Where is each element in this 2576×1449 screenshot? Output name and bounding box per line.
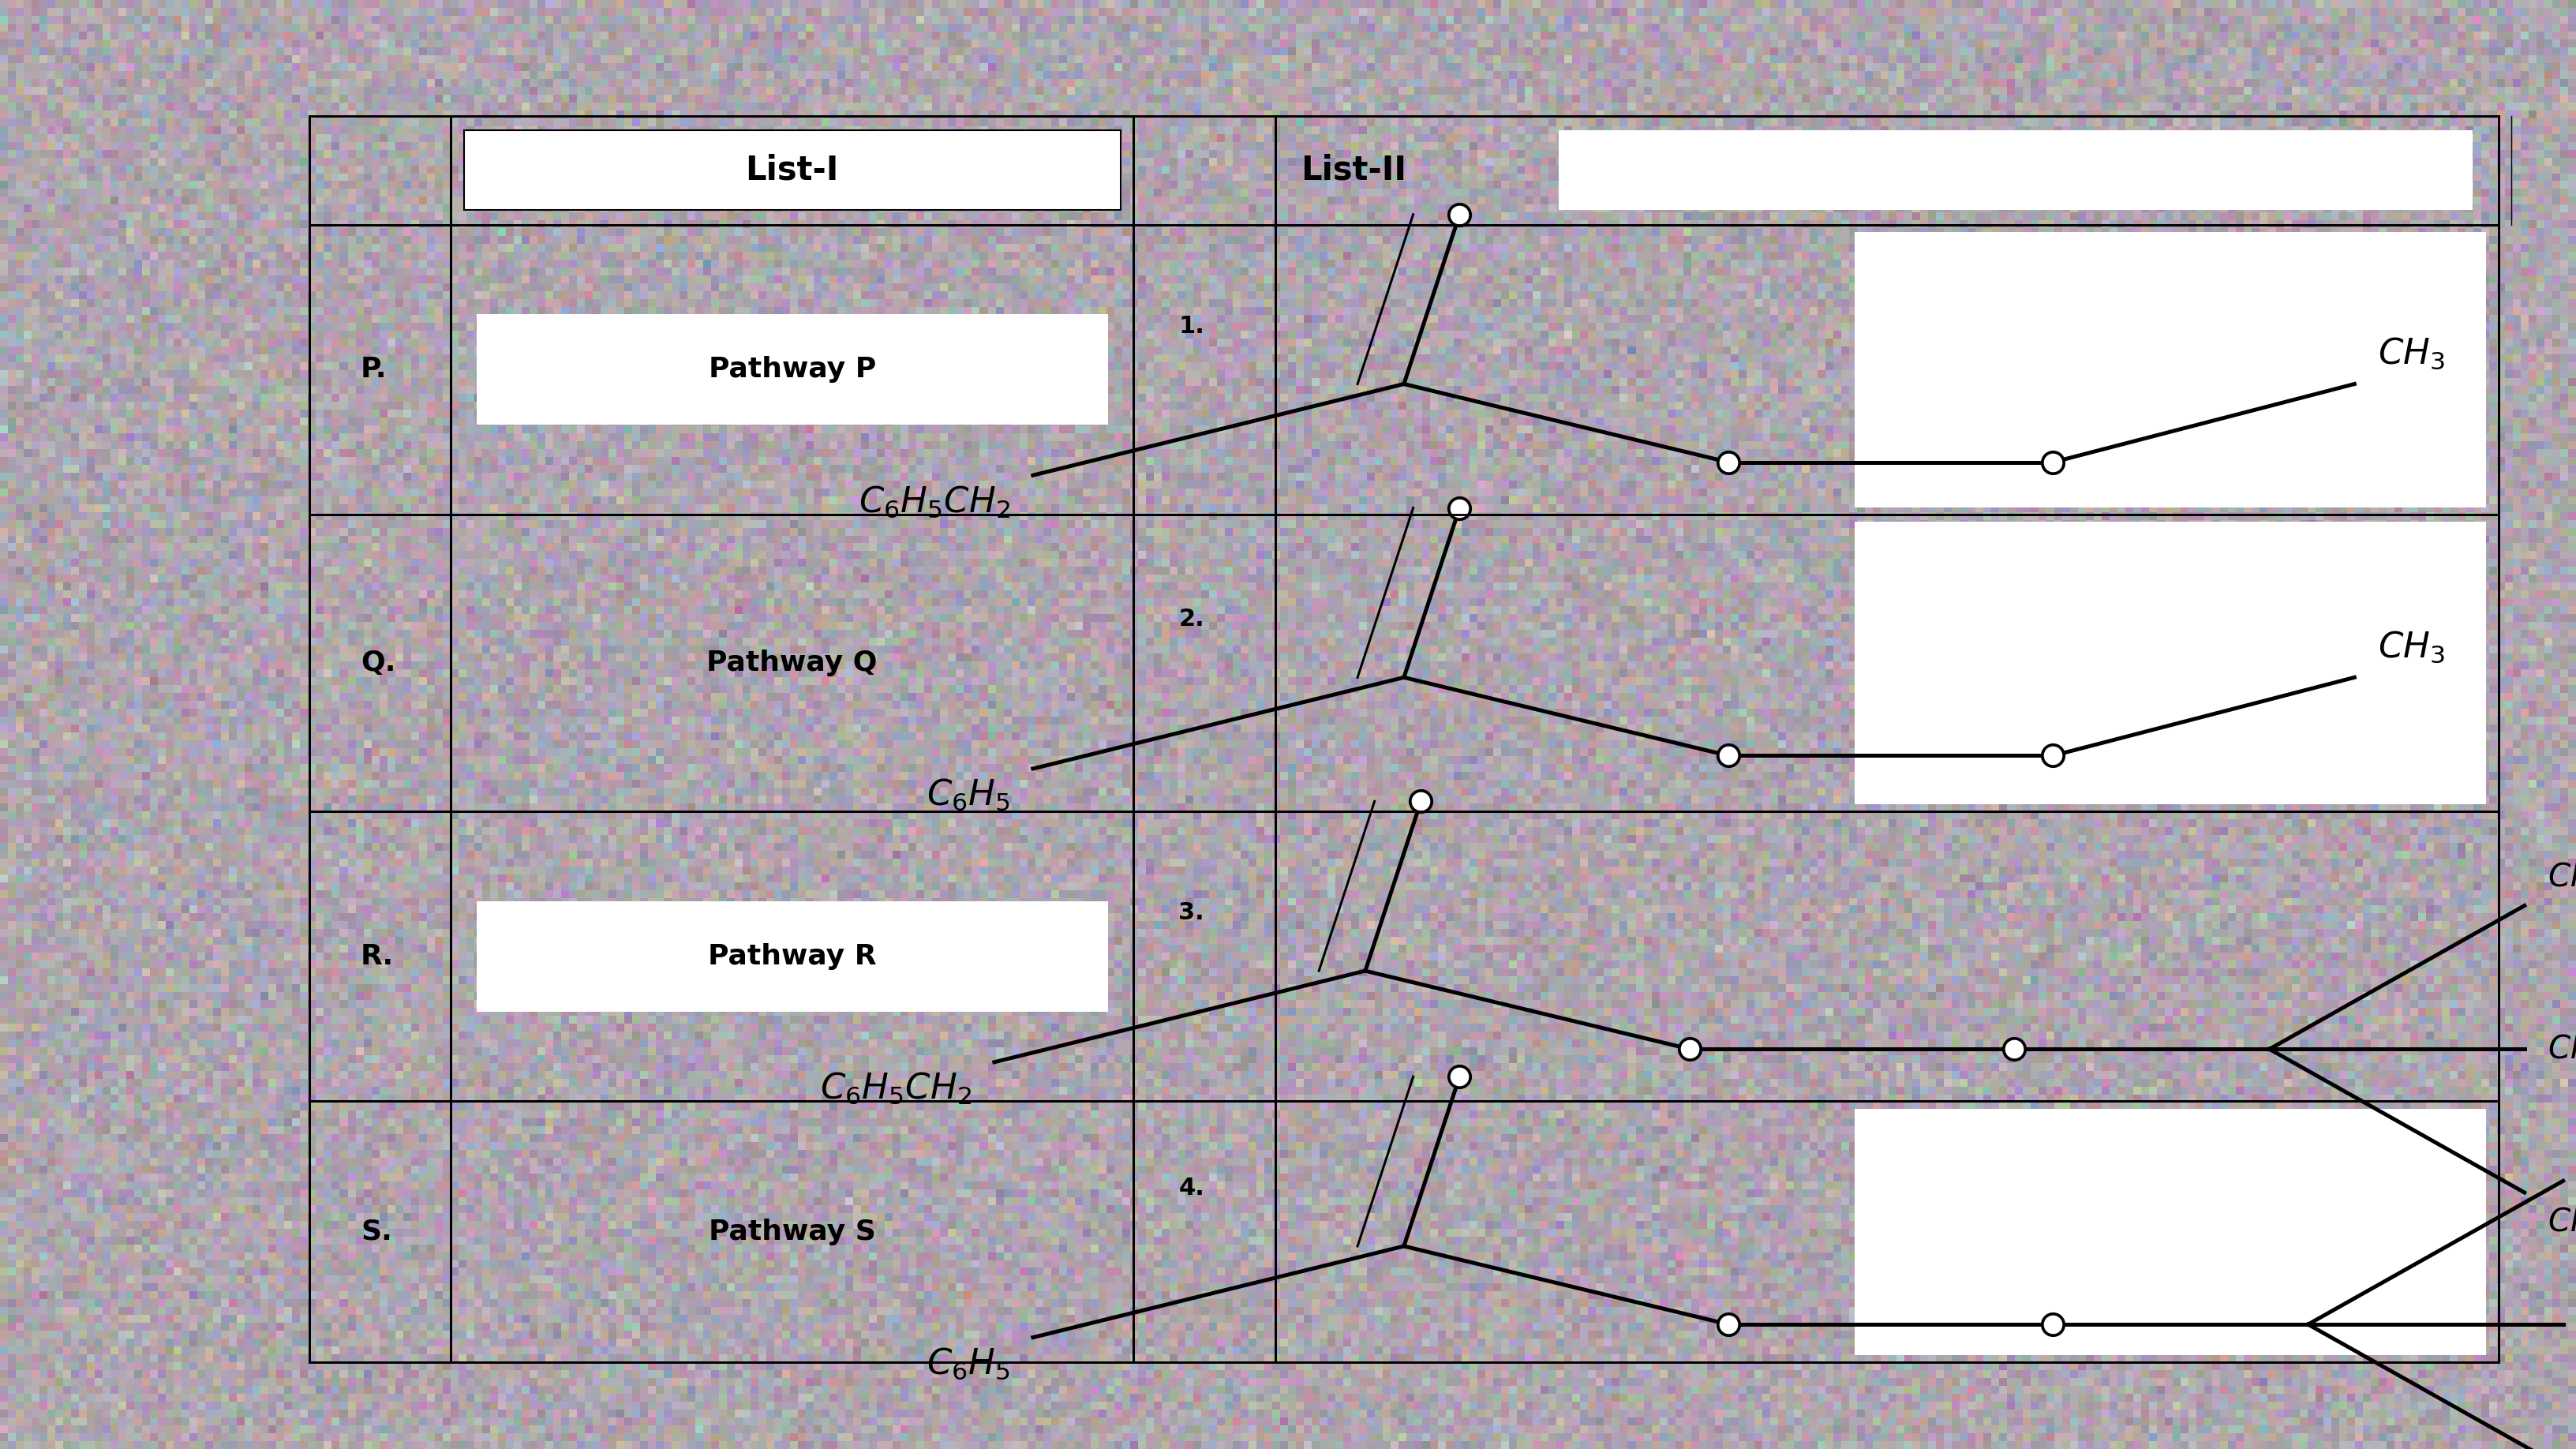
Text: R.: R. (361, 943, 394, 969)
Text: List-I: List-I (744, 154, 840, 187)
Bar (477, 314, 1108, 425)
Text: $C_6H_5$: $C_6H_5$ (927, 777, 1010, 813)
Text: $C_6H_5CH_2$: $C_6H_5CH_2$ (858, 484, 1010, 519)
Bar (1558, 130, 2473, 210)
Point (1440, 1065, 1481, 1088)
Text: $CH_2C_6H_5$: $CH_2C_6H_5$ (2548, 1206, 2576, 1237)
Text: Pathway S: Pathway S (708, 1219, 876, 1245)
Text: $CH_3$: $CH_3$ (2378, 629, 2445, 664)
Text: $C_6H_5$: $C_6H_5$ (927, 1346, 1010, 1381)
Bar (477, 901, 1108, 1011)
Point (1708, 451, 1749, 474)
Point (1669, 1037, 1710, 1061)
Text: 4.: 4. (1177, 1177, 1206, 1200)
Bar (1855, 1108, 2486, 1355)
Text: Pathway R: Pathway R (708, 943, 876, 969)
Text: $CH_3$: $CH_3$ (2378, 336, 2445, 371)
Point (2032, 745, 2074, 768)
Text: 3.: 3. (1177, 901, 1206, 924)
Text: 2.: 2. (1177, 609, 1206, 630)
Text: $CH_3$: $CH_3$ (2548, 1033, 2576, 1065)
Text: Q.: Q. (361, 649, 397, 677)
Point (1708, 1313, 1749, 1336)
Point (1994, 1037, 2035, 1061)
Bar (1855, 522, 2486, 804)
Point (1440, 496, 1481, 519)
Text: List-II: List-II (1301, 154, 1406, 187)
Text: S.: S. (361, 1219, 392, 1245)
Point (1401, 790, 1443, 813)
Text: $C_6H_5CH_2$: $C_6H_5CH_2$ (819, 1071, 971, 1106)
Bar (464, 130, 1121, 210)
Point (1440, 203, 1481, 226)
Bar (1855, 232, 2486, 507)
Text: $CH_3$: $CH_3$ (2548, 861, 2576, 893)
Point (2032, 1313, 2074, 1336)
Point (1708, 745, 1749, 768)
Text: P.: P. (361, 356, 386, 383)
Point (2032, 451, 2074, 474)
Text: Pathway P: Pathway P (708, 356, 876, 383)
Text: 1.: 1. (1177, 314, 1206, 338)
Text: Pathway Q: Pathway Q (706, 649, 878, 677)
